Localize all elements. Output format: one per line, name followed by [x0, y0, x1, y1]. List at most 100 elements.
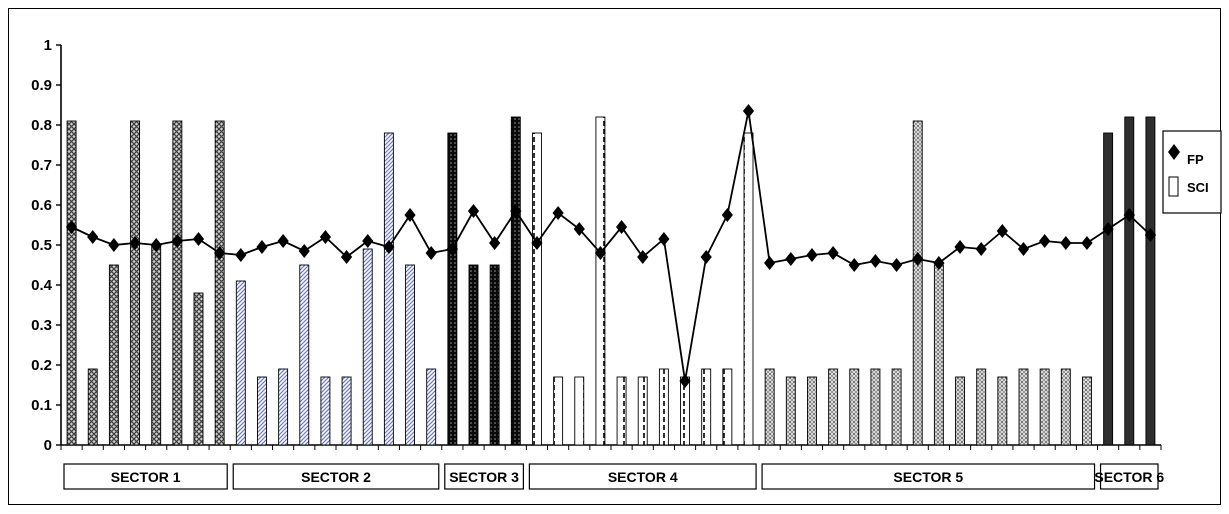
sci-bar [405, 264, 415, 446]
sci-bar [1145, 116, 1156, 446]
fp-point [383, 240, 395, 254]
fp-point [658, 232, 670, 246]
fp-point [192, 232, 205, 246]
sci-bar [785, 376, 796, 446]
y-tick-label: 0.7 [31, 157, 52, 174]
sci-bar [362, 248, 373, 446]
sci-bar [1082, 376, 1092, 446]
sci-bar [510, 116, 521, 446]
sci-bar [912, 120, 923, 446]
legend-fp-label: FP [1187, 152, 1204, 167]
sector-box [63, 463, 228, 490]
sci-bar [955, 376, 965, 446]
sci-bar [997, 376, 1008, 446]
fp-point [129, 236, 141, 250]
fp-point [235, 248, 247, 262]
sci-bar [341, 376, 352, 446]
sci-bar [637, 376, 648, 446]
fp-point [552, 206, 564, 220]
fp-point [1017, 242, 1030, 256]
sci-bar [849, 368, 860, 446]
y-tick-label: 0.2 [31, 357, 52, 374]
sector-label: SECTOR 6 [1094, 469, 1164, 485]
fp-point [933, 256, 945, 270]
sci-bar [299, 264, 310, 446]
fp-point [742, 104, 755, 118]
fp-point [954, 240, 966, 254]
fp-point [1102, 222, 1114, 236]
fp-point [256, 240, 268, 254]
sci-bar [1124, 116, 1135, 446]
fp-point [848, 258, 860, 272]
chart-canvas: 00.10.20.30.40.50.60.70.80.91 SECTOR 1 SE… [31, 37, 1222, 490]
sci-bar [574, 376, 585, 446]
y-tick-label: 0.8 [31, 117, 52, 134]
fp-point [1039, 234, 1051, 248]
sector-box [761, 463, 1096, 490]
fp-point [340, 250, 353, 264]
fp-point [108, 238, 120, 252]
fp-point [996, 224, 1008, 238]
sci-bar [1018, 368, 1029, 446]
fp-point [277, 234, 289, 248]
fp-point [764, 256, 776, 270]
fp-point [637, 250, 649, 264]
fp-point [615, 220, 628, 234]
sci-bar [532, 132, 542, 446]
chart-frame: 0 0.1 0.2 0.3 0.4 0.5 0.6 0.7 0.8 0.9 1 SECTOR 1 SE… [8, 8, 1222, 505]
y-tick-label: 1 [44, 37, 52, 54]
y-tick-label: 0 [44, 437, 52, 454]
legend-sci-label: SCI [1187, 180, 1209, 195]
sci-bar [257, 376, 267, 446]
sci-bar [130, 120, 140, 446]
sci-bar [426, 368, 437, 446]
sci-bar [701, 368, 712, 446]
fp-point [319, 230, 332, 244]
sci-bar [828, 368, 839, 446]
fp-point [446, 242, 458, 256]
sci-bar [553, 376, 564, 446]
sci-bar [870, 368, 881, 446]
fp-point [214, 246, 226, 260]
sci-bar [1039, 368, 1050, 446]
fp-point [531, 236, 543, 250]
y-tick-label: 0.9 [31, 77, 52, 94]
sci-bar [489, 264, 500, 446]
sci-bar [87, 368, 98, 446]
sector-box [1099, 463, 1159, 490]
sector-label: SECTOR 4 [608, 469, 678, 485]
fp-point [510, 204, 522, 218]
sci-bar [764, 368, 775, 446]
fp-point [404, 208, 416, 222]
sector-label: SECTOR 5 [893, 469, 963, 485]
fp-point [150, 238, 162, 252]
sci-bar [193, 292, 204, 446]
sector-label: SECTOR 2 [301, 469, 371, 485]
sci-bar [891, 368, 902, 446]
y-tick-label: 0.3 [31, 317, 52, 334]
fp-point [806, 248, 818, 262]
bar-series [66, 116, 1156, 446]
y-tick-label: 0.6 [31, 197, 52, 214]
sci-bar [447, 132, 458, 446]
sci-bar [743, 132, 754, 446]
fp-point [298, 244, 310, 258]
fp-point [679, 374, 691, 388]
fp-point [975, 242, 987, 256]
fp-point [869, 254, 882, 268]
fp-point [171, 234, 183, 248]
fp-point [425, 246, 437, 260]
sci-bar [66, 120, 77, 446]
fp-point [890, 258, 903, 272]
legend-box [1162, 130, 1222, 214]
fp-point [467, 204, 480, 218]
sci-bar [976, 368, 987, 446]
sci-bar [1103, 132, 1114, 446]
sci-bar [278, 368, 289, 446]
fp-point [700, 250, 712, 264]
sci-bar [658, 368, 669, 446]
fp-point [785, 252, 797, 266]
fp-point [1144, 228, 1157, 242]
fp-point [1060, 236, 1072, 250]
fp-point [1081, 236, 1093, 250]
